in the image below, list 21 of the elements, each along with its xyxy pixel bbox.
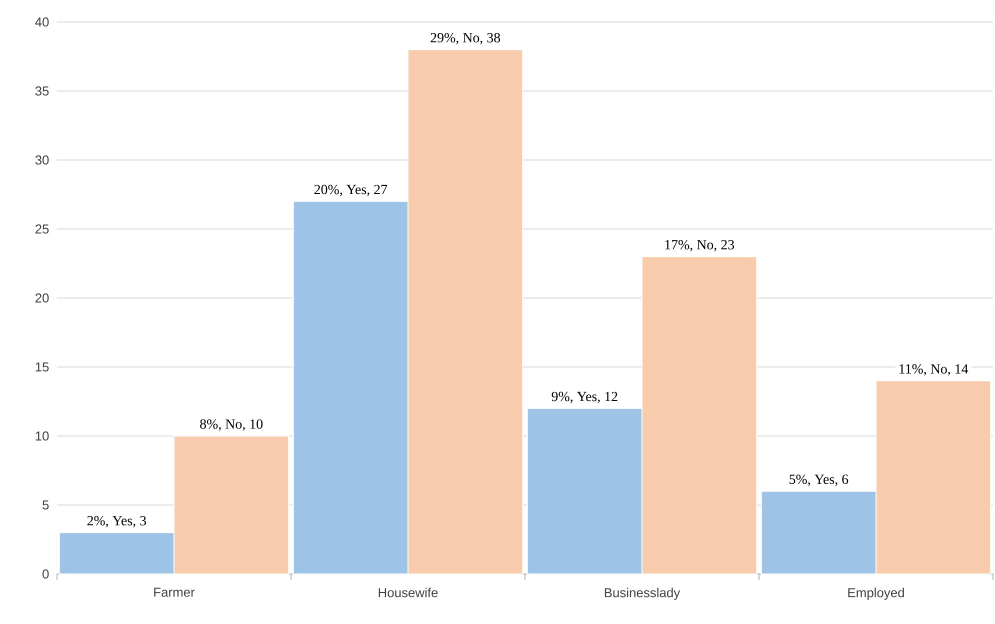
y-tick-label: 25 [35,224,49,234]
data-label: 20%, Yes, 27 [314,184,388,196]
y-tick-label: 30 [35,155,49,165]
y-tick-label: 5 [42,500,49,510]
data-label: 17%, No, 23 [665,240,734,252]
data-label: 29%, No, 38 [430,32,500,44]
y-tick-label: 35 [35,86,49,96]
data-label: 9%, Yes, 12 [552,392,618,404]
y-tick-label: 10 [36,431,49,441]
y-tick-label: 0 [42,569,49,579]
x-tick-label: Housewife [378,588,438,598]
y-tick-label: 15 [36,362,49,372]
x-tick-label: Businesslady [604,588,680,600]
data-label: 2%, Yes, 3 [87,516,146,528]
y-tick-label: 40 [35,17,49,27]
x-tick-label: Employed [848,588,904,600]
data-label: 11%, No, 14 [900,364,968,376]
data-label: 5%, Yes, 6 [790,474,848,486]
x-tick-label: Farmer [154,588,195,597]
data-label: 8%, No, 10 [200,419,263,431]
y-tick-label: 20 [35,293,49,303]
